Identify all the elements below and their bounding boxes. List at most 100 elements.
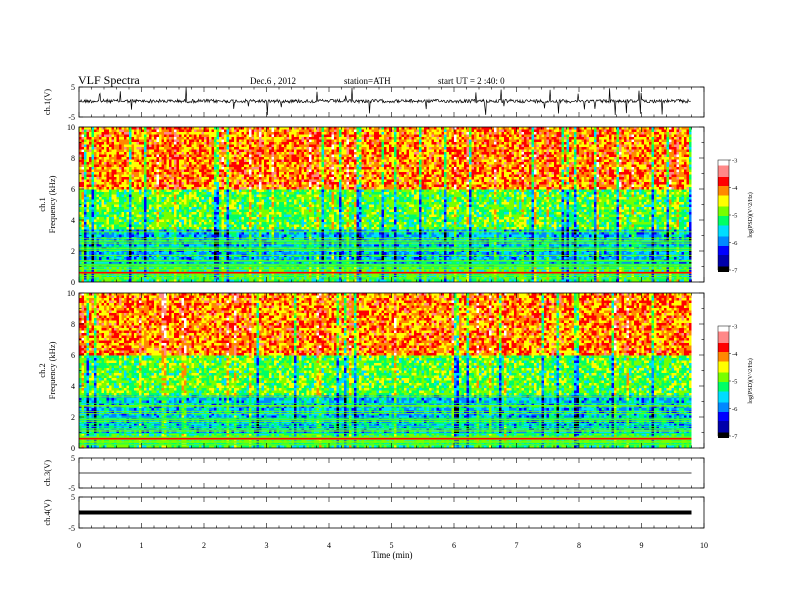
heatmap-cell — [89, 130, 92, 133]
heatmap-cell — [244, 210, 247, 213]
heatmap-cell — [169, 142, 172, 145]
heatmap-cell — [217, 190, 220, 193]
heatmap-cell — [97, 130, 100, 133]
heatmap-cell — [257, 212, 260, 215]
heatmap-cell — [134, 200, 137, 203]
heatmap-cell — [207, 127, 210, 130]
heatmap-cell — [192, 207, 195, 210]
heatmap-cell — [214, 275, 217, 278]
heatmap-cell — [112, 235, 115, 238]
heatmap-cell — [204, 140, 207, 143]
heatmap-cell — [157, 152, 160, 155]
heatmap-cell — [114, 147, 117, 150]
heatmap-cell — [179, 205, 182, 208]
heatmap-cell — [227, 145, 230, 148]
heatmap-cell — [172, 152, 175, 155]
heatmap-cell — [144, 232, 147, 235]
heatmap-cell — [237, 257, 240, 260]
heatmap-cell — [84, 192, 87, 195]
heatmap-cell — [224, 135, 227, 138]
heatmap-cell — [247, 200, 250, 203]
heatmap-cell — [172, 270, 175, 273]
heatmap-cell — [144, 275, 147, 278]
heatmap-cell — [89, 187, 92, 190]
heatmap-cell — [122, 175, 125, 178]
heatmap-cell — [134, 275, 137, 278]
heatmap-cell — [242, 160, 245, 163]
heatmap-cell — [177, 210, 180, 213]
heatmap-cell — [219, 207, 222, 210]
heatmap-cell — [122, 232, 125, 235]
heatmap-cell — [252, 145, 255, 148]
heatmap-cell — [102, 142, 105, 145]
heatmap-cell — [169, 200, 172, 203]
heatmap-cell — [209, 172, 212, 175]
heatmap-cell — [127, 132, 130, 135]
heatmap-cell — [159, 187, 162, 190]
heatmap-cell — [202, 167, 205, 170]
heatmap-cell — [87, 132, 90, 135]
heatmap-cell — [204, 192, 207, 195]
heatmap-cell — [254, 185, 257, 188]
heatmap-cell — [154, 157, 157, 160]
heatmap-cell — [217, 200, 220, 203]
heatmap-cell — [197, 207, 200, 210]
heatmap-cell — [82, 275, 85, 278]
heatmap-cell — [229, 135, 232, 138]
heatmap-cell — [104, 140, 107, 143]
heatmap-cell — [112, 217, 115, 220]
heatmap-cell — [87, 155, 90, 158]
heatmap-cell — [147, 170, 150, 173]
heatmap-cell — [167, 227, 170, 230]
heatmap-cell — [234, 132, 237, 135]
heatmap-cell — [242, 225, 245, 228]
heatmap-cell — [84, 182, 87, 185]
heatmap-cell — [229, 132, 232, 135]
heatmap-cell — [194, 140, 197, 143]
heatmap-cell — [257, 127, 260, 130]
heatmap-cell — [232, 150, 235, 153]
heatmap-cell — [192, 140, 195, 143]
heatmap-cell — [137, 200, 140, 203]
heatmap-cell — [112, 162, 115, 165]
heatmap-cell — [217, 205, 220, 208]
heatmap-cell — [222, 275, 225, 278]
heatmap-cell — [97, 195, 100, 198]
heatmap-cell — [197, 210, 200, 213]
heatmap-cell — [132, 177, 135, 180]
heatmap-cell — [152, 160, 155, 163]
heatmap-cell — [164, 212, 167, 215]
heatmap-cell — [157, 157, 160, 160]
heatmap-cell — [92, 135, 95, 138]
heatmap-cell — [152, 145, 155, 148]
heatmap-cell — [227, 137, 230, 140]
heatmap-cell — [129, 200, 132, 203]
heatmap-cell — [112, 277, 115, 280]
heatmap-cell — [199, 257, 202, 260]
heatmap-cell — [182, 225, 185, 228]
heatmap-cell — [114, 220, 117, 223]
heatmap-cell — [112, 150, 115, 153]
heatmap-cell — [109, 155, 112, 158]
heatmap-cell — [167, 137, 170, 140]
heatmap-cell — [159, 235, 162, 238]
heatmap-cell — [107, 150, 110, 153]
heatmap-cell — [177, 212, 180, 215]
heatmap-cell — [169, 202, 172, 205]
heatmap-cell — [119, 232, 122, 235]
heatmap-cell — [207, 182, 210, 185]
heatmap-cell — [204, 135, 207, 138]
heatmap-cell — [209, 192, 212, 195]
heatmap-cell — [152, 220, 155, 223]
heatmap-cell — [142, 235, 145, 238]
heatmap-cell — [237, 155, 240, 158]
heatmap-cell — [212, 257, 215, 260]
heatmap-cell — [229, 195, 232, 198]
heatmap-cell — [244, 197, 247, 200]
heatmap-cell — [169, 192, 172, 195]
heatmap-cell — [237, 212, 240, 215]
heatmap-cell — [102, 185, 105, 188]
heatmap-cell — [107, 135, 110, 138]
heatmap-cell — [144, 210, 147, 213]
heatmap-cell — [257, 232, 260, 235]
